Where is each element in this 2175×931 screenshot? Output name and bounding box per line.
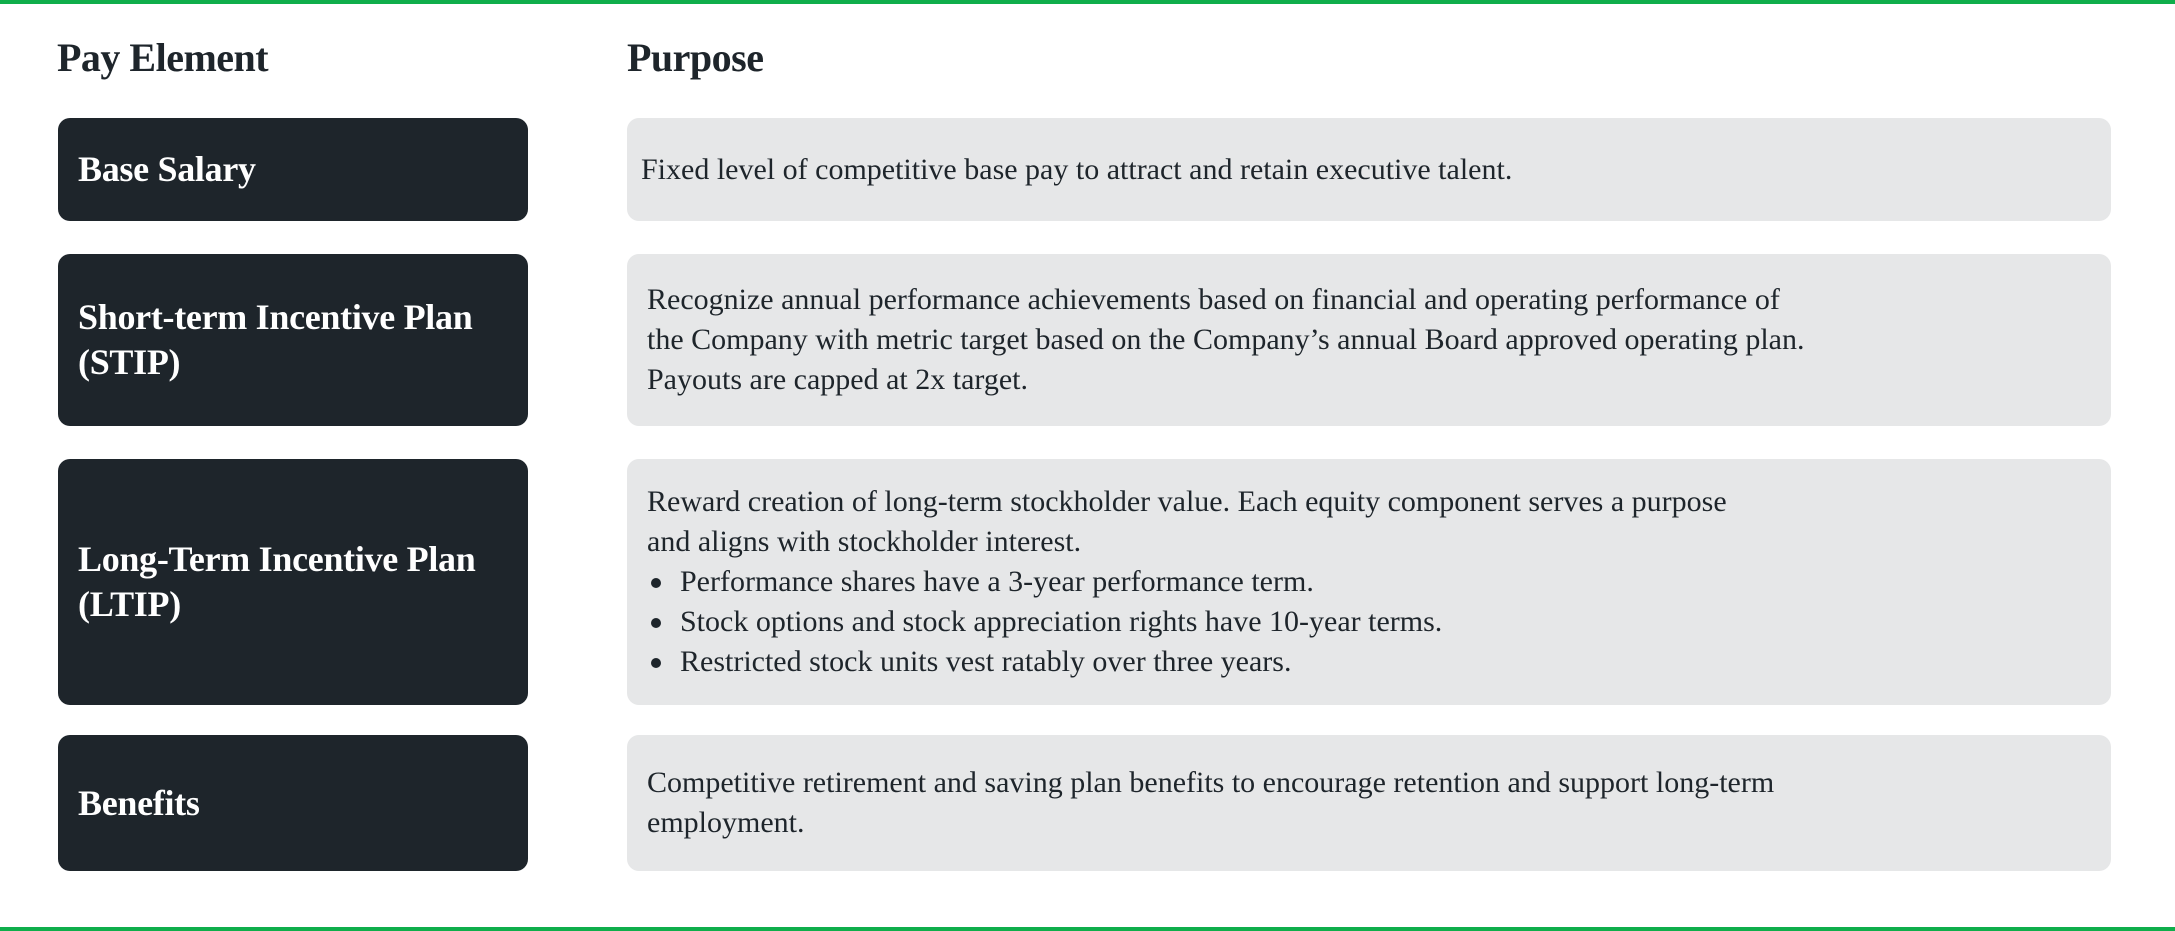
bullet-item: Performance shares have a 3-year perform… <box>647 562 2111 602</box>
label-line: Base Salary <box>78 149 256 189</box>
purpose-cell: Competitive retirement and saving plan b… <box>627 735 2111 871</box>
pay-element-label: Long-Term Incentive Plan (LTIP) <box>58 459 528 705</box>
label-line: (LTIP) <box>78 584 181 624</box>
purpose-line: Reward creation of long-term stockholder… <box>647 485 1727 518</box>
pay-element-label: Short-term Incentive Plan (STIP) <box>58 254 528 426</box>
table-row: Base Salary Fixed level of competitive b… <box>0 118 2175 221</box>
pay-element-label: Base Salary <box>58 118 528 221</box>
pay-element-label: Benefits <box>58 735 528 871</box>
column-header-purpose: Purpose <box>627 35 764 80</box>
label-line: Long-Term Incentive Plan <box>78 539 476 579</box>
purpose-line: Payouts are capped at 2x target. <box>647 363 1028 396</box>
purpose-line: Recognize annual performance achievement… <box>647 283 1780 316</box>
purpose-line: and aligns with stockholder interest. <box>647 525 1082 558</box>
bullet-list: Performance shares have a 3-year perform… <box>647 562 2111 682</box>
table-row: Benefits Competitive retirement and savi… <box>0 735 2175 871</box>
top-accent-rule <box>0 0 2175 4</box>
purpose-line: the Company with metric target based on … <box>647 323 1805 356</box>
table-row: Long-Term Incentive Plan (LTIP) Reward c… <box>0 459 2175 705</box>
purpose-cell: Recognize annual performance achievement… <box>627 254 2111 426</box>
purpose-line: Competitive retirement and saving plan b… <box>647 766 1775 799</box>
purpose-line: Fixed level of competitive base pay to a… <box>641 152 1513 186</box>
table-row: Short-term Incentive Plan (STIP) Recogni… <box>0 254 2175 426</box>
bottom-accent-rule <box>0 927 2175 931</box>
purpose-cell: Reward creation of long-term stockholder… <box>627 459 2111 705</box>
purpose-line: employment. <box>647 806 805 839</box>
label-line: (STIP) <box>78 342 181 382</box>
label-line: Benefits <box>78 782 200 823</box>
column-header-pay-element: Pay Element <box>57 35 269 80</box>
purpose-cell: Fixed level of competitive base pay to a… <box>627 118 2111 221</box>
bullet-item: Restricted stock units vest ratably over… <box>647 642 2111 682</box>
bullet-item: Stock options and stock appreciation rig… <box>647 602 2111 642</box>
label-line: Short-term Incentive Plan <box>78 297 473 337</box>
